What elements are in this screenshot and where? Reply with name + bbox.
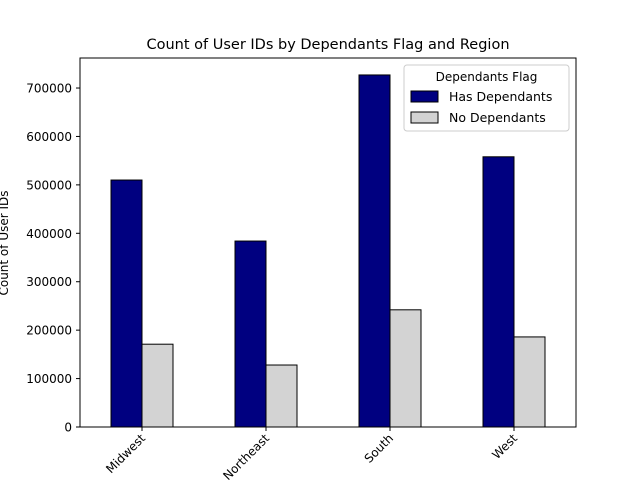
y-tick-label: 700000 <box>26 82 72 96</box>
y-tick-label: 400000 <box>26 227 72 241</box>
y-tick-label: 600000 <box>26 130 72 144</box>
bar-no-dependants-west <box>513 336 546 428</box>
bar-has-dependants-northeast <box>234 240 267 428</box>
legend-items: Has Dependants No Dependants <box>410 89 552 125</box>
x-tick-label: Midwest <box>103 431 148 476</box>
x-tick-label: West <box>489 431 520 462</box>
legend-title: Dependants Flag <box>436 70 538 84</box>
bar-no-dependants-midwest <box>141 343 174 428</box>
bar-has-dependants-south <box>358 74 391 428</box>
x-axis: Midwest Northeast South West <box>103 427 520 480</box>
legend-label: No Dependants <box>449 110 546 125</box>
y-tick-label: 200000 <box>26 324 72 338</box>
y-axis: 0 100000 200000 300000 400000 500000 600000 700… <box>26 82 80 435</box>
y-tick-label: 100000 <box>26 372 72 386</box>
legend-label: Has Dependants <box>449 89 552 104</box>
bars <box>110 74 546 428</box>
bar-no-dependants-south <box>389 309 422 428</box>
y-tick-label: 0 <box>64 421 72 435</box>
y-tick-label: 500000 <box>26 178 72 192</box>
bar-no-dependants-northeast <box>265 364 298 428</box>
chart-title: Count of User IDs by Dependants Flag and… <box>146 37 509 53</box>
legend-swatch <box>410 111 439 124</box>
x-tick-label: South <box>362 431 397 466</box>
y-tick-label: 300000 <box>26 275 72 289</box>
x-tick-label: Northeast <box>220 431 272 480</box>
bar-has-dependants-west <box>482 156 515 428</box>
legend: Dependants Flag Has Dependants No Dependa… <box>403 64 570 132</box>
legend-swatch <box>410 90 439 103</box>
bar-has-dependants-midwest <box>110 179 143 428</box>
y-axis-label: Count of User IDs <box>0 190 11 295</box>
legend-box <box>403 64 570 132</box>
plot-area-frame <box>79 57 577 428</box>
